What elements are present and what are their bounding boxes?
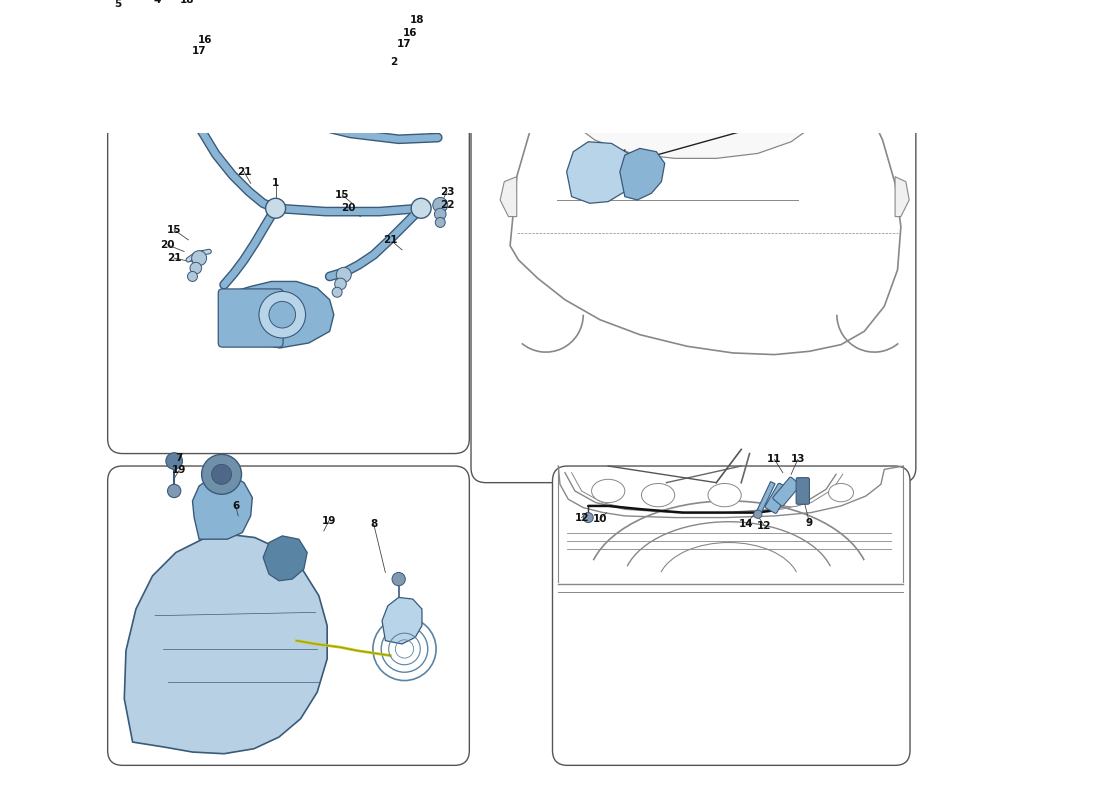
- Text: 16: 16: [198, 35, 212, 46]
- Polygon shape: [895, 177, 910, 217]
- Polygon shape: [566, 142, 631, 203]
- Text: 20: 20: [161, 240, 175, 250]
- Text: 14: 14: [739, 519, 754, 530]
- Polygon shape: [556, 4, 826, 158]
- Circle shape: [213, 43, 230, 59]
- Text: 20: 20: [341, 203, 356, 214]
- Text: 21: 21: [383, 235, 397, 245]
- Circle shape: [211, 464, 231, 484]
- Polygon shape: [119, 0, 139, 55]
- Circle shape: [754, 510, 762, 518]
- Text: 7: 7: [176, 453, 183, 462]
- Polygon shape: [598, 69, 740, 90]
- FancyBboxPatch shape: [773, 477, 800, 506]
- Text: 19: 19: [321, 516, 336, 526]
- Text: 15: 15: [334, 190, 350, 200]
- Polygon shape: [192, 474, 252, 539]
- Text: 12: 12: [757, 521, 772, 531]
- Text: 18: 18: [409, 15, 425, 26]
- Polygon shape: [124, 0, 134, 58]
- Polygon shape: [500, 177, 517, 217]
- Text: 23: 23: [440, 186, 454, 197]
- FancyBboxPatch shape: [796, 478, 810, 504]
- Circle shape: [392, 573, 405, 586]
- Circle shape: [258, 291, 306, 338]
- Text: 12: 12: [574, 513, 589, 522]
- Polygon shape: [263, 536, 307, 581]
- FancyBboxPatch shape: [552, 466, 910, 766]
- Polygon shape: [756, 482, 775, 515]
- FancyBboxPatch shape: [766, 483, 790, 514]
- Circle shape: [166, 453, 183, 470]
- Text: 15: 15: [167, 225, 182, 235]
- Circle shape: [190, 262, 201, 274]
- FancyBboxPatch shape: [108, 466, 470, 766]
- FancyBboxPatch shape: [218, 289, 283, 347]
- Polygon shape: [382, 598, 422, 644]
- Circle shape: [583, 513, 593, 522]
- Circle shape: [265, 198, 286, 218]
- Circle shape: [191, 250, 207, 266]
- Polygon shape: [625, 83, 791, 102]
- Text: 21: 21: [167, 253, 182, 263]
- Circle shape: [432, 198, 448, 213]
- Text: 17: 17: [396, 39, 411, 50]
- Circle shape: [436, 218, 446, 227]
- Circle shape: [167, 484, 180, 498]
- Ellipse shape: [708, 483, 741, 506]
- Text: 6: 6: [232, 501, 240, 511]
- Text: 13: 13: [791, 454, 805, 464]
- Text: 1: 1: [272, 178, 279, 188]
- Circle shape: [187, 271, 198, 282]
- Text: 19: 19: [172, 465, 186, 475]
- Text: 2: 2: [390, 57, 397, 67]
- Text: 5: 5: [114, 0, 121, 9]
- Ellipse shape: [828, 483, 854, 502]
- Circle shape: [337, 267, 351, 282]
- Circle shape: [216, 65, 228, 76]
- Polygon shape: [298, 69, 441, 95]
- Circle shape: [270, 302, 296, 328]
- Ellipse shape: [641, 483, 674, 506]
- Text: 4: 4: [153, 0, 161, 6]
- Polygon shape: [619, 149, 664, 200]
- Circle shape: [434, 208, 447, 220]
- Polygon shape: [302, 73, 437, 93]
- Text: 17: 17: [191, 46, 207, 56]
- FancyBboxPatch shape: [471, 0, 916, 482]
- FancyBboxPatch shape: [108, 0, 470, 454]
- Circle shape: [201, 454, 242, 494]
- Polygon shape: [232, 282, 333, 348]
- Circle shape: [411, 198, 431, 218]
- Text: 18: 18: [179, 0, 194, 6]
- Text: 3: 3: [295, 0, 302, 2]
- Text: 8: 8: [370, 519, 377, 530]
- Ellipse shape: [592, 479, 625, 502]
- Text: 21: 21: [236, 166, 251, 177]
- Text: 9: 9: [806, 518, 813, 527]
- Ellipse shape: [774, 483, 807, 506]
- Text: 16: 16: [403, 28, 418, 38]
- Text: 10: 10: [593, 514, 607, 524]
- Circle shape: [332, 287, 342, 298]
- FancyBboxPatch shape: [756, 94, 804, 130]
- Polygon shape: [510, 0, 901, 354]
- Polygon shape: [221, 38, 421, 78]
- Text: 22: 22: [440, 200, 454, 210]
- Text: 11: 11: [767, 454, 782, 464]
- Circle shape: [214, 54, 228, 68]
- Circle shape: [334, 278, 346, 290]
- Polygon shape: [226, 42, 417, 75]
- Text: passion for parts: passion for parts: [518, 414, 666, 534]
- Polygon shape: [124, 534, 327, 754]
